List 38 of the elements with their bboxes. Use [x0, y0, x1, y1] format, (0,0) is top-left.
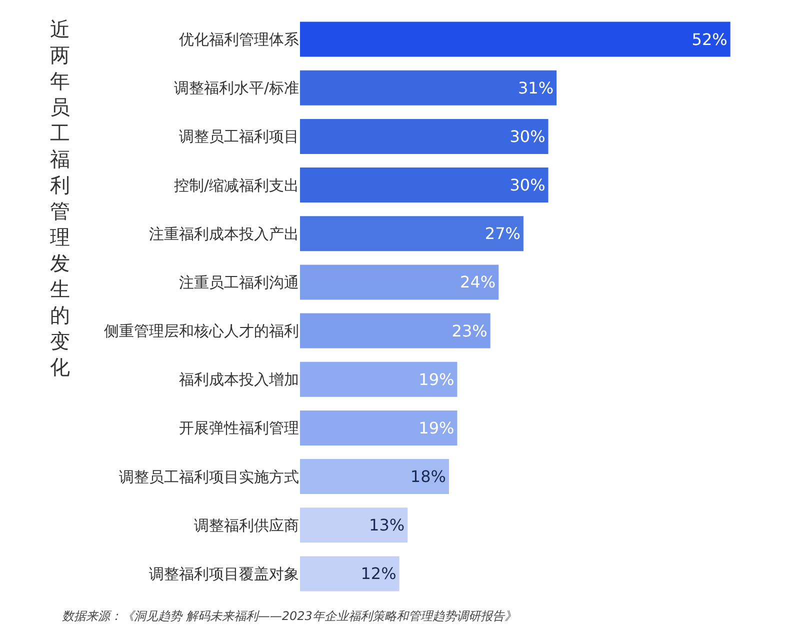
- bar: [300, 70, 557, 106]
- y-tick-label: 控制/缩减福利支出: [174, 176, 299, 194]
- data-label: 23%: [452, 321, 488, 340]
- data-label: 27%: [484, 224, 520, 244]
- y-tick-label: 侧重管理层和核心人才的福利: [104, 322, 299, 340]
- bar: [300, 118, 548, 154]
- data-label: 18%: [410, 467, 446, 486]
- bar: [300, 362, 458, 397]
- data-label: 52%: [692, 30, 728, 49]
- y-tick-label: 福利成本投入增加: [179, 370, 299, 389]
- y-tick-label: 开展弹性福利管理: [179, 419, 299, 438]
- data-label: 24%: [460, 272, 496, 292]
- chart-title: 近两年员工福利管理发生的变化: [50, 17, 70, 379]
- y-tick-label: 调整福利水平/标准: [174, 79, 299, 98]
- bar: [300, 216, 524, 252]
- bar: [300, 410, 458, 446]
- y-tick-label: 调整福利项目覆盖对象: [149, 564, 299, 583]
- y-tick-label: 注重福利成本投入产出: [149, 224, 299, 243]
- y-tick-label: 调整福利供应商: [194, 516, 299, 534]
- source-note: 数据来源：《洞见趋势 解码未来福利——2023年企业福利策略和管理趋势调研报告》: [62, 609, 516, 623]
- data-label: 13%: [369, 516, 405, 535]
- bar: [300, 459, 449, 494]
- bar: [300, 168, 548, 203]
- bar: [300, 22, 730, 57]
- data-label: 30%: [510, 126, 546, 146]
- bar: [300, 556, 400, 592]
- y-tick-label: 调整员工福利项目: [179, 128, 299, 146]
- bar: [300, 313, 490, 348]
- data-label: 31%: [518, 78, 554, 98]
- bar: [300, 264, 499, 300]
- y-tick-label: 注重员工福利沟通: [179, 273, 299, 292]
- y-tick-label: 调整员工福利项目实施方式: [119, 468, 299, 486]
- data-label: 30%: [510, 176, 546, 195]
- bar: [300, 508, 408, 543]
- data-label: 12%: [360, 564, 396, 584]
- data-label: 19%: [418, 370, 454, 389]
- data-label: 19%: [418, 418, 454, 438]
- y-tick-label: 优化福利管理体系: [179, 30, 299, 49]
